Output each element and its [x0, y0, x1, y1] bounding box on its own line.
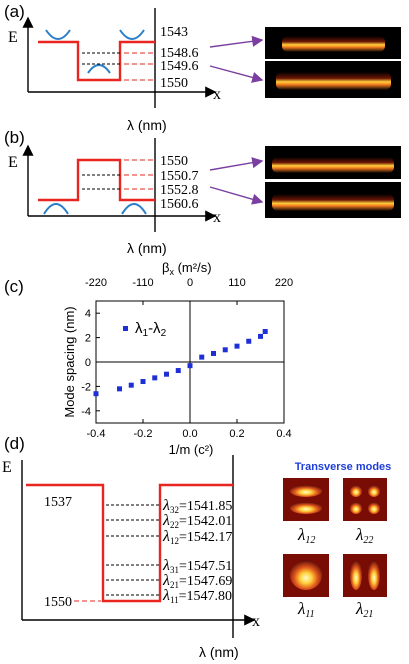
- panel-c-x-ticks: -0.4 -0.2 0.0 0.2 0.4: [87, 419, 292, 440]
- panel-d: (d) E x λ (nm) 1537 1550 λ32=1541.85λ22=…: [2, 434, 391, 660]
- panel-c-y-ticks: 4 2 0 -2 -4: [81, 308, 100, 418]
- y-tick-label: -4: [81, 406, 91, 418]
- panel-b-energy-label: E: [8, 154, 18, 171]
- mode-label-l12: λ12: [297, 525, 315, 546]
- panel-b-level-2: 1552.8: [160, 183, 199, 198]
- top-tick-label: 0: [187, 277, 193, 289]
- mode-image-l11: [283, 554, 329, 597]
- panel-d-tag: (d): [4, 434, 25, 453]
- panel-a-arrow-1: [209, 35, 264, 48]
- panel-a: (a) E x λ (nm) 1543 1548.6 1549.6 1550: [4, 2, 401, 133]
- x-tick-label: 0.4: [276, 428, 291, 440]
- data-point: [152, 375, 158, 381]
- panel-a-level-3: 1550: [160, 76, 188, 91]
- panel-a-lambda-label: λ (nm): [127, 117, 167, 133]
- panel-b-level-0: 1550: [160, 154, 188, 169]
- panel-c-legend-marker: [123, 326, 128, 331]
- level-label: λ22=1542.01: [162, 512, 232, 530]
- panel-b-level-1: 1550.7: [160, 169, 199, 184]
- data-point: [175, 368, 181, 374]
- panel-a-level-1: 1548.6: [160, 46, 199, 61]
- y-tick-label: 4: [85, 308, 91, 320]
- panel-b-arrow-2: [209, 186, 264, 205]
- mode-image-l21: [343, 554, 387, 597]
- data-point: [164, 371, 169, 377]
- panel-a-dispersion-right: [119, 29, 145, 40]
- data-point: [262, 329, 268, 334]
- panel-c-x-label: 1/m (c²): [169, 442, 214, 457]
- data-point: [222, 347, 228, 353]
- panel-b-level-3: 1560.6: [160, 197, 199, 212]
- panel-b-tag: (b): [4, 128, 25, 147]
- panel-a-tag: (a): [4, 2, 25, 21]
- panel-a-potential-well: [38, 40, 155, 82]
- data-point: [211, 350, 216, 356]
- panel-b-dispersion-right: [121, 203, 147, 215]
- panel-c-legend-label: λ1-λ2: [135, 320, 167, 339]
- mode-label-l22: λ22: [355, 525, 373, 546]
- y-tick-label: 0: [85, 357, 91, 369]
- mode-image-l22: [343, 478, 387, 521]
- panel-c-series: [93, 329, 268, 397]
- panel-d-potential-well: [26, 483, 233, 603]
- panel-b-field-image-1: [265, 146, 401, 179]
- data-point: [128, 382, 134, 388]
- panel-c-top-ticks: -220 -110 0 110 220: [85, 277, 293, 305]
- panel-b-x-label: x: [213, 209, 221, 226]
- x-tick-label: -0.2: [134, 428, 153, 440]
- data-point: [199, 354, 205, 360]
- top-tick-label: 110: [228, 277, 246, 289]
- panel-a-level-0: 1543: [160, 25, 188, 40]
- level-label: λ21=1547.69: [162, 572, 232, 590]
- panel-a-field-image-2: [265, 61, 401, 98]
- level-label: λ11=1547.80: [162, 587, 232, 605]
- panel-a-energy-label: E: [8, 29, 18, 46]
- y-tick-label: 2: [85, 333, 91, 345]
- panel-d-lambda-label: λ (nm): [199, 644, 239, 660]
- panel-b-arrow-1: [209, 157, 264, 171]
- top-tick-label: -220: [85, 277, 107, 289]
- x-tick-label: 0.2: [229, 428, 244, 440]
- x-tick-label: 0.0: [182, 428, 197, 440]
- data-point: [258, 333, 263, 339]
- panel-d-top-value: 1537: [44, 495, 72, 510]
- panel-a-field-image-1: [265, 27, 401, 59]
- x-tick-label: -0.4: [87, 428, 106, 440]
- panel-c-y-label: Mode spacing (nm): [62, 306, 77, 417]
- panel-b: (b) E x λ (nm) 1550 1550.7 1552.8 1560.6: [4, 128, 401, 256]
- top-tick-label: -110: [132, 277, 153, 289]
- data-point: [117, 386, 122, 392]
- y-tick-label: -2: [81, 381, 91, 393]
- panel-d-modes-title: Transverse modes: [295, 461, 392, 473]
- panel-b-lambda-label: λ (nm): [127, 240, 167, 256]
- panel-d-bottom-value: 1550: [44, 595, 72, 610]
- data-point: [234, 343, 240, 349]
- panel-a-dispersion-left: [45, 29, 71, 40]
- data-point: [140, 379, 146, 385]
- panel-b-potential-barrier: [38, 158, 155, 202]
- panel-b-dispersion-left: [43, 203, 69, 215]
- level-label: λ12=1542.17: [162, 528, 232, 546]
- panel-a-arrow-2: [209, 65, 264, 83]
- panel-d-x-label: x: [252, 613, 260, 630]
- panel-c: (c) βx (m²/s) -220 -110 0 110 220 -0.4 -0.2 0.…: [4, 260, 293, 457]
- data-point: [187, 363, 193, 369]
- mode-label-l11: λ11: [297, 599, 315, 620]
- panel-a-dispersion-center: [87, 64, 111, 74]
- mode-image-l12: [283, 478, 329, 521]
- data-point: [93, 391, 99, 397]
- panel-b-field-image-2: [265, 182, 401, 218]
- top-tick-label: 220: [275, 277, 293, 289]
- panel-a-x-label: x: [213, 86, 221, 103]
- panel-c-tag: (c): [4, 277, 24, 296]
- panel-c-top-axis-label: βx (m²/s): [162, 260, 212, 277]
- data-point: [246, 338, 252, 344]
- level-label: λ31=1547.51: [162, 557, 232, 575]
- panel-a-level-2: 1549.6: [160, 59, 199, 74]
- mode-label-l21: λ21: [355, 599, 373, 620]
- level-label: λ32=1541.85: [162, 497, 232, 515]
- panel-d-energy-label: E: [2, 459, 12, 476]
